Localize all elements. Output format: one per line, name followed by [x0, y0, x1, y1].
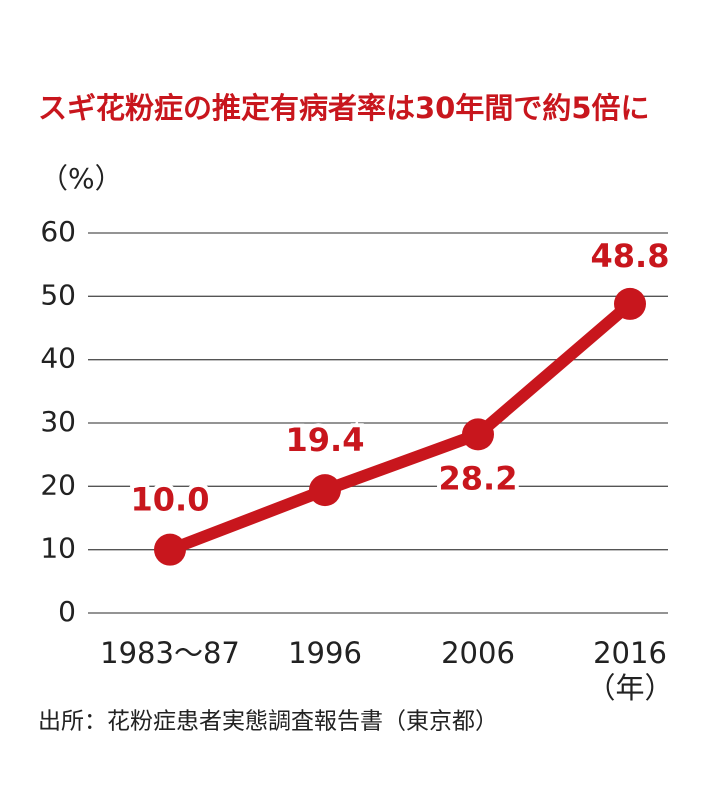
- value-label: 19.4: [286, 421, 365, 459]
- y-tick-label: 40: [40, 342, 76, 375]
- x-tick-label: 1983〜87: [100, 636, 240, 670]
- source: 出所：花粉症患者実態調査報告書（東京都）: [38, 709, 498, 735]
- value-label: 48.8: [591, 237, 670, 275]
- y-tick-label: 10: [40, 532, 76, 565]
- y-tick-label: 60: [40, 215, 76, 248]
- x-tick-label: 2016: [593, 636, 667, 670]
- data-point: [462, 418, 494, 451]
- x-axis-label: （年）: [586, 671, 673, 705]
- data-point: [309, 474, 341, 507]
- x-tick-label: 1996: [288, 636, 362, 670]
- x-tick-label: 2006: [441, 636, 515, 670]
- data-line: [167, 299, 634, 556]
- y-tick-label: 0: [58, 595, 76, 628]
- y-tick-label: 50: [40, 278, 76, 311]
- data-point: [154, 533, 186, 566]
- value-label: 10.0: [131, 481, 210, 519]
- y-axis-label: （%）: [40, 162, 123, 195]
- y-tick-label: 20: [40, 468, 76, 501]
- data-point: [614, 287, 646, 320]
- value-label: 28.2: [439, 459, 518, 497]
- chart-title: スギ花粉症の推定有病者率は30年間で約5倍に: [38, 91, 650, 125]
- y-tick-label: 30: [40, 405, 76, 438]
